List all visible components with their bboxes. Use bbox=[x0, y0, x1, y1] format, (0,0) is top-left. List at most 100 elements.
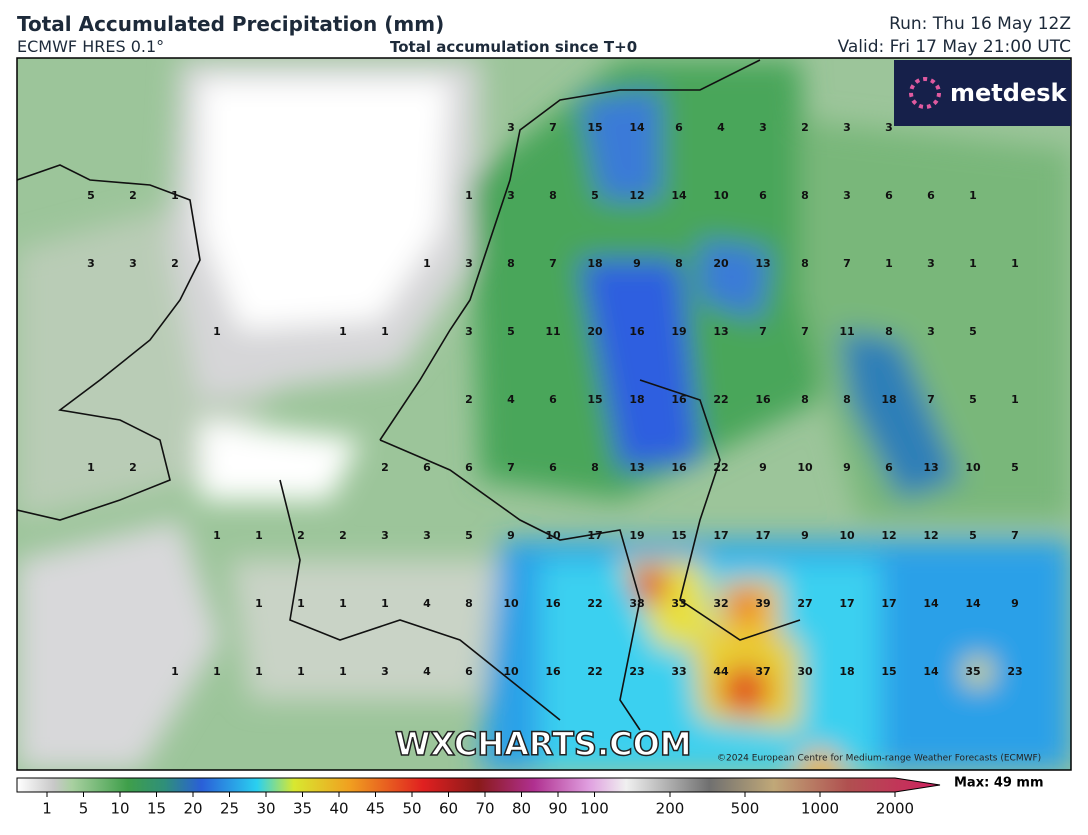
grid-value: 11 bbox=[545, 325, 560, 338]
grid-value: 12 bbox=[923, 529, 938, 542]
grid-value: 3 bbox=[507, 121, 515, 134]
grid-value: 15 bbox=[671, 529, 686, 542]
grid-value: 7 bbox=[549, 121, 557, 134]
grid-value: 22 bbox=[587, 597, 602, 610]
grid-value: 8 bbox=[801, 189, 809, 202]
grid-value: 18 bbox=[629, 393, 644, 406]
grid-value: 9 bbox=[843, 461, 851, 474]
colorbar-tick-label: 90 bbox=[548, 800, 567, 818]
colorbar-tick-label: 35 bbox=[293, 800, 312, 818]
grid-value: 1 bbox=[885, 257, 893, 270]
grid-value: 1 bbox=[213, 529, 221, 542]
grid-value: 9 bbox=[633, 257, 641, 270]
grid-value: 7 bbox=[549, 257, 557, 270]
grid-value: 22 bbox=[587, 665, 602, 678]
grid-value: 13 bbox=[629, 461, 644, 474]
grid-value: 44 bbox=[713, 665, 729, 678]
grid-value: 6 bbox=[465, 461, 473, 474]
colorbar-tick-label: 100 bbox=[580, 800, 609, 818]
title: Total Accumulated Precipitation (mm) bbox=[17, 12, 445, 36]
grid-value: 2 bbox=[801, 121, 809, 134]
colorbar-tick-label: 30 bbox=[256, 800, 275, 818]
grid-value: 6 bbox=[549, 461, 557, 474]
colorbar-tick-label: 60 bbox=[439, 800, 458, 818]
grid-value: 1 bbox=[339, 665, 347, 678]
grid-value: 16 bbox=[671, 393, 687, 406]
grid-value: 4 bbox=[423, 597, 431, 610]
grid-value: 6 bbox=[675, 121, 683, 134]
grid-value: 3 bbox=[927, 257, 935, 270]
map-field bbox=[17, 58, 1071, 770]
grid-value: 16 bbox=[671, 461, 687, 474]
grid-value: 18 bbox=[881, 393, 896, 406]
grid-value: 8 bbox=[801, 257, 809, 270]
grid-value: 9 bbox=[759, 461, 767, 474]
coastlines bbox=[17, 59, 801, 731]
grid-value: 1 bbox=[213, 325, 221, 338]
grid-value: 10 bbox=[503, 665, 519, 678]
colorbar-tick-label: 500 bbox=[731, 800, 760, 818]
grid-value: 14 bbox=[629, 121, 645, 134]
grid-value: 32 bbox=[713, 597, 728, 610]
grid-value: 17 bbox=[755, 529, 770, 542]
colorbar-tick-label: 80 bbox=[512, 800, 531, 818]
grid-value: 3 bbox=[843, 189, 851, 202]
grid-value: 3 bbox=[843, 121, 851, 134]
grid-value: 3 bbox=[885, 121, 893, 134]
grid-value: 9 bbox=[801, 529, 809, 542]
colorbar-tick-label: 40 bbox=[329, 800, 348, 818]
grid-value: 1 bbox=[465, 189, 473, 202]
grid-value: 10 bbox=[839, 529, 855, 542]
grid-value: 6 bbox=[759, 189, 767, 202]
colorbar-tick-label: 45 bbox=[366, 800, 385, 818]
grid-value: 9 bbox=[507, 529, 515, 542]
grid-value: 5 bbox=[969, 529, 977, 542]
grid-value: 1 bbox=[171, 665, 179, 678]
grid-value: 1 bbox=[969, 257, 977, 270]
grid-value: 2 bbox=[129, 189, 137, 202]
run: Run: Thu 16 May 12Z bbox=[889, 14, 1071, 34]
grid-value: 2 bbox=[465, 393, 473, 406]
grid-value: 3 bbox=[381, 665, 389, 678]
grid-value: 16 bbox=[629, 325, 645, 338]
valid: Valid: Fri 17 May 21:00 UTC bbox=[837, 37, 1071, 57]
grid-value: 1 bbox=[339, 325, 347, 338]
grid-value: 10 bbox=[545, 529, 561, 542]
grid-value: 2 bbox=[129, 461, 137, 474]
grid-value: 1 bbox=[1011, 393, 1019, 406]
colorbar-tick-label: 10 bbox=[110, 800, 129, 818]
grid-value: 3 bbox=[87, 257, 95, 270]
colorbar-tick-label: 1000 bbox=[801, 800, 839, 818]
grid-value: 8 bbox=[507, 257, 515, 270]
grid-value: 1 bbox=[255, 529, 263, 542]
grid-value: 19 bbox=[629, 529, 644, 542]
grid-value: 37 bbox=[755, 665, 770, 678]
grid-value: 4 bbox=[717, 121, 725, 134]
grid-value: 1 bbox=[171, 189, 179, 202]
grid-value: 1 bbox=[255, 665, 263, 678]
grid-value: 16 bbox=[545, 597, 561, 610]
grid-value: 30 bbox=[797, 665, 813, 678]
grid-value: 5 bbox=[969, 325, 977, 338]
grid-value: 7 bbox=[759, 325, 767, 338]
grid-value: 17 bbox=[881, 597, 896, 610]
grid-value: 3 bbox=[465, 257, 473, 270]
grid-value: 14 bbox=[923, 665, 939, 678]
grid-value: 5 bbox=[87, 189, 95, 202]
grid-value: 14 bbox=[923, 597, 939, 610]
logo-box bbox=[894, 60, 1071, 126]
grid-value: 33 bbox=[671, 665, 686, 678]
grid-value: 18 bbox=[587, 257, 602, 270]
grid-value: 1 bbox=[1011, 257, 1019, 270]
grid-value: 6 bbox=[885, 189, 893, 202]
grid-value: 3 bbox=[423, 529, 431, 542]
grid-value: 5 bbox=[1011, 461, 1019, 474]
grid-value: 6 bbox=[885, 461, 893, 474]
grid-value: 3 bbox=[381, 529, 389, 542]
colorbar-tick-label: 200 bbox=[656, 800, 685, 818]
grid-value: 7 bbox=[843, 257, 851, 270]
grid-value: 5 bbox=[465, 529, 473, 542]
grid-value: 3 bbox=[507, 189, 515, 202]
model: ECMWF HRES 0.1° bbox=[17, 37, 165, 56]
